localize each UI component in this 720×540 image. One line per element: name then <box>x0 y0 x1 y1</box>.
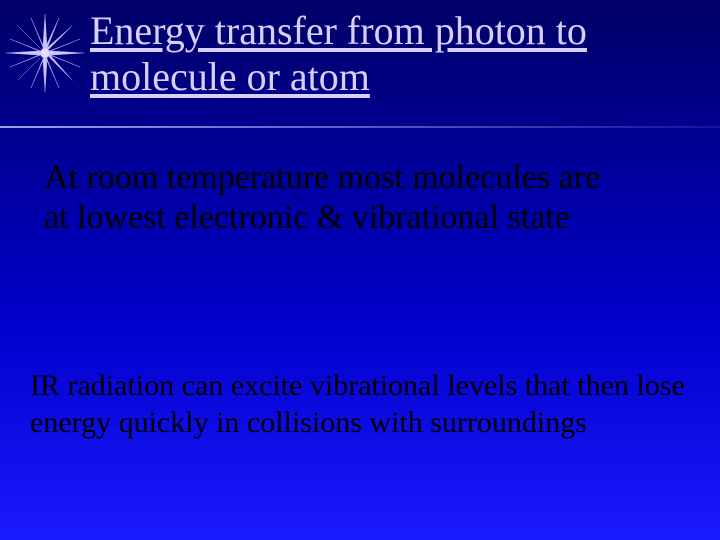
paragraph-2: IR radiation can excite vibrational leve… <box>30 368 690 441</box>
starburst-icon <box>0 8 90 92</box>
title-row: Energy transfer from photon to molecule … <box>0 0 720 100</box>
slide-title: Energy transfer from photon to molecule … <box>90 8 720 100</box>
paragraph-1: At room temperature most molecules are a… <box>44 158 630 238</box>
title-divider <box>0 126 720 128</box>
